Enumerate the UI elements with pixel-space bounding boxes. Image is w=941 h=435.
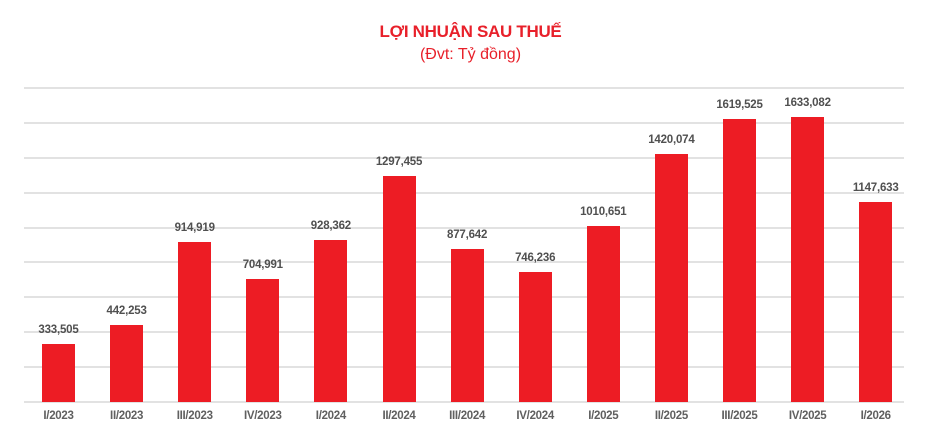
bar (110, 324, 144, 402)
category-label: II/2023 (110, 410, 144, 422)
bar (586, 225, 620, 402)
data-label: 914,919 (174, 222, 215, 235)
gridline (24, 157, 904, 159)
chart-subtitle: (Đvt: Tỷ đồng) (419, 46, 522, 63)
bar (791, 117, 825, 402)
data-label: 1633,082 (784, 97, 831, 110)
data-label: 1297,455 (375, 155, 423, 168)
chart-title: LỢI NHUẬN SAU THUẾ (379, 22, 562, 41)
baseline (24, 401, 904, 403)
category-label: II/2025 (654, 410, 688, 422)
category-label: III/2023 (176, 410, 213, 422)
data-label: 1619,525 (716, 99, 763, 112)
data-label: 442,253 (106, 304, 147, 317)
category-label: I/2024 (315, 410, 346, 422)
category-label: I/2023 (43, 410, 74, 422)
bar (314, 240, 348, 402)
gridline (24, 227, 904, 229)
data-label: 877,642 (447, 228, 488, 241)
gridline (24, 87, 904, 89)
bar (518, 271, 552, 402)
data-label: 1010,651 (580, 205, 627, 218)
data-label: 333,505 (38, 323, 79, 336)
category-label: III/2024 (449, 410, 486, 422)
category-label: II/2024 (382, 410, 416, 422)
data-label: 1420,074 (648, 134, 695, 147)
gridline (24, 192, 904, 194)
data-label: 928,362 (310, 220, 351, 233)
bar (178, 242, 212, 402)
category-label: IV/2023 (244, 410, 282, 422)
bar (246, 279, 280, 402)
bar (859, 201, 893, 402)
category-label: I/2025 (588, 410, 619, 422)
data-label: 704,991 (242, 259, 283, 272)
bar (42, 343, 75, 402)
plot-area: 333,505 442,253 914,919 704,991 928,362 1297,… (24, 87, 904, 403)
bar (382, 175, 416, 402)
bar (723, 119, 756, 402)
gridline (24, 122, 904, 124)
category-label: IV/2024 (516, 410, 554, 422)
data-label: 1147,633 (852, 181, 899, 194)
data-label: 746,236 (515, 251, 556, 264)
bar (654, 154, 688, 402)
bar (450, 248, 484, 402)
category-label: III/2025 (721, 410, 758, 422)
category-label: I/2026 (860, 410, 891, 422)
category-label: IV/2025 (788, 410, 827, 422)
